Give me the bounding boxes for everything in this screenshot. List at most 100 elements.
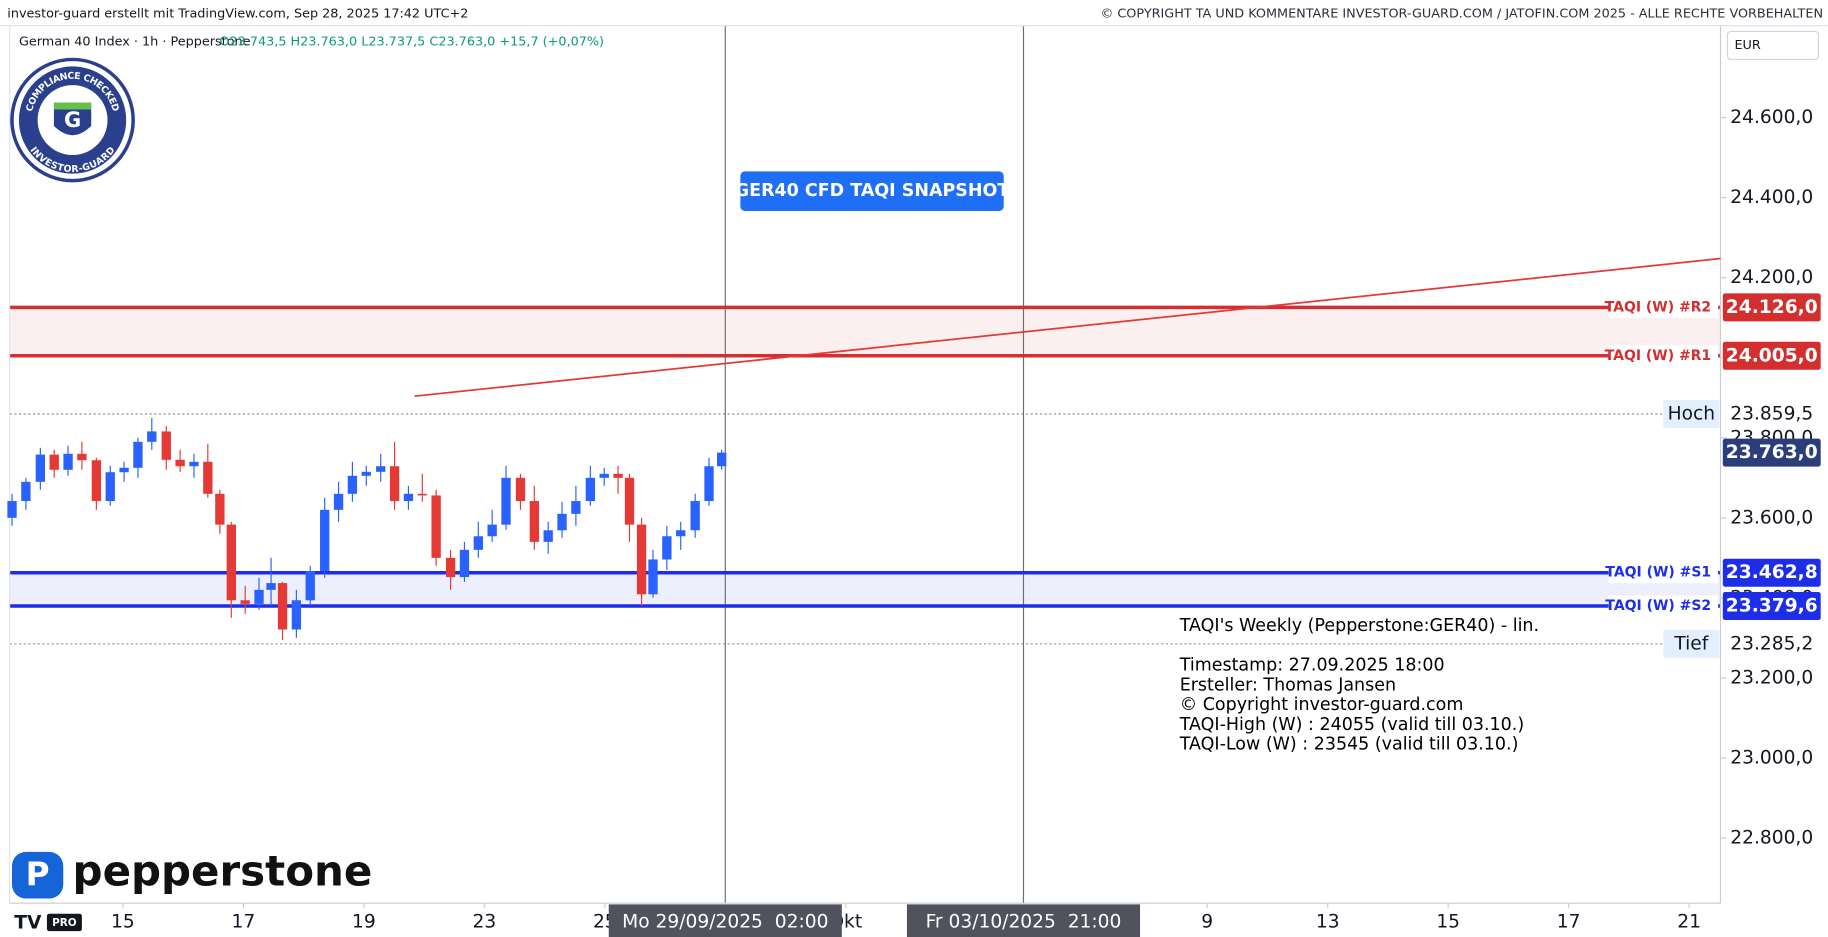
x-tick-label: 19 [352,911,376,932]
trendline [414,257,1721,398]
level-zone [9,572,1721,607]
level-value: 24.126,0 [1726,297,1818,318]
x-tick-label: 17 [1557,911,1581,932]
x-tick-label: 9 [1201,911,1213,932]
candle-body [320,509,330,572]
note-line: TAQI-Low (W) : 23545 (valid till 03.10.) [1179,735,1519,755]
extreme-tag-box [1663,629,1720,658]
tv-logo: TV PRO [14,913,82,934]
level-value: 23.462,8 [1726,562,1818,583]
x-tick-label: 15 [111,911,135,932]
badge-letter: G [64,108,81,132]
candle-body [690,501,700,531]
level-value-box [1722,341,1821,370]
candle-body [347,475,358,494]
credit: investor-guard erstellt mit TradingView.… [7,6,468,21]
candle-body [389,466,400,502]
x-tick-label: 17 [232,911,256,932]
time-marker-box [906,904,1141,937]
candle-body [63,453,73,470]
level-tag-bg [1608,562,1719,584]
candle-body [599,473,609,478]
candle-body [717,452,727,467]
extreme-value: 23.285,2 [1730,633,1813,654]
candle-body [543,530,553,542]
y-tick-label: 23.000,0 [1730,747,1813,768]
tv-pro: PRO [52,917,77,929]
candle-body [662,536,672,560]
extreme-tag-box [1663,400,1720,428]
annotation-box [740,171,1004,211]
candle-body [403,493,414,502]
broker-logo: P pepperstone [11,847,373,899]
svg-text:P: P [26,855,50,893]
candle-body [254,589,264,604]
candle-body [624,477,635,525]
extreme-name: Tief [1673,633,1708,654]
currency: EUR [1734,38,1760,53]
candle-body [529,501,539,542]
candle-body [215,493,225,525]
candle-body [277,583,288,630]
extreme-name: Hoch [1668,404,1715,425]
candle-body [305,571,315,601]
level-value: 24.005,0 [1726,345,1818,366]
ohlc: O23.743,5 H23.763,0 L23.737,5 C23.763,0 … [219,34,604,49]
candle-body [189,461,199,467]
x-tick-label: 15 [1436,911,1460,932]
y-tick-label: 22.800,0 [1730,827,1813,848]
candle-body [240,600,250,604]
level-value-box [1722,293,1821,322]
x-tick-label: 13 [1316,911,1340,932]
candle-body [473,536,483,550]
candle-body [636,524,647,595]
level-value: 23.379,6 [1726,596,1818,617]
level-name: TAQI (W) #S2 [1605,598,1711,614]
candle-body [557,513,567,531]
candle-body [147,431,157,442]
y-tick-label: 23.600,0 [1730,507,1813,528]
candle-body [613,473,623,478]
candle-body [161,431,171,460]
level-name: TAQI (W) #S1 [1605,565,1711,581]
candle-body [459,549,470,578]
last-price: 23.763,0 [1726,442,1818,463]
extreme-value-box [1722,400,1821,428]
candle-body [203,461,213,494]
x-tick-label: 23 [472,911,496,932]
candle-body [333,493,344,510]
level-value-box [1722,592,1821,621]
extreme-value-box [1722,629,1821,658]
candle-body [585,477,596,502]
candle-body [119,467,129,473]
candle-body [361,471,371,476]
y-tick-label: 24.200,0 [1730,267,1813,288]
candle-body [175,459,185,467]
candle-body [417,493,427,496]
plot-layer: 22.800,023.000,023.200,023.400,023.600,0… [7,107,1821,937]
note-line: TAQI-High (W) : 24055 (valid till 03.10.… [1179,715,1524,735]
candle-body [487,524,497,537]
y-tick-label: 24.400,0 [1730,187,1813,208]
extreme-value: 23.859,5 [1730,404,1813,425]
note-line: Ersteller: Thomas Jansen [1180,675,1396,695]
level-tag-bg [1608,296,1719,318]
level-value-box [1722,558,1821,587]
x-tick-label: 21 [1677,911,1701,932]
currency-box[interactable] [1726,30,1819,61]
level-name: TAQI (W) #R1 [1605,348,1711,364]
candle-body [571,501,581,514]
broker-name: pepperstone [73,847,373,896]
candle-body [133,441,143,468]
symbol: German 40 Index · 1h · Pepperstone [19,34,251,49]
note-line: TAQI's Weekly (Pepperstone:GER40) - lin. [1179,616,1539,636]
candle-body [648,559,658,595]
time-marker-label: Mo 29/09/2025 02:00 [622,911,828,932]
note-line: Timestamp: 27.09.2025 18:00 [1179,655,1445,675]
y-tick-label: 24.600,0 [1730,107,1813,128]
candle-body [226,524,236,601]
candle-body [105,472,115,502]
compliance-badge: G COMPLIANCE CHECKED INVESTOR-GUARD [10,57,135,183]
